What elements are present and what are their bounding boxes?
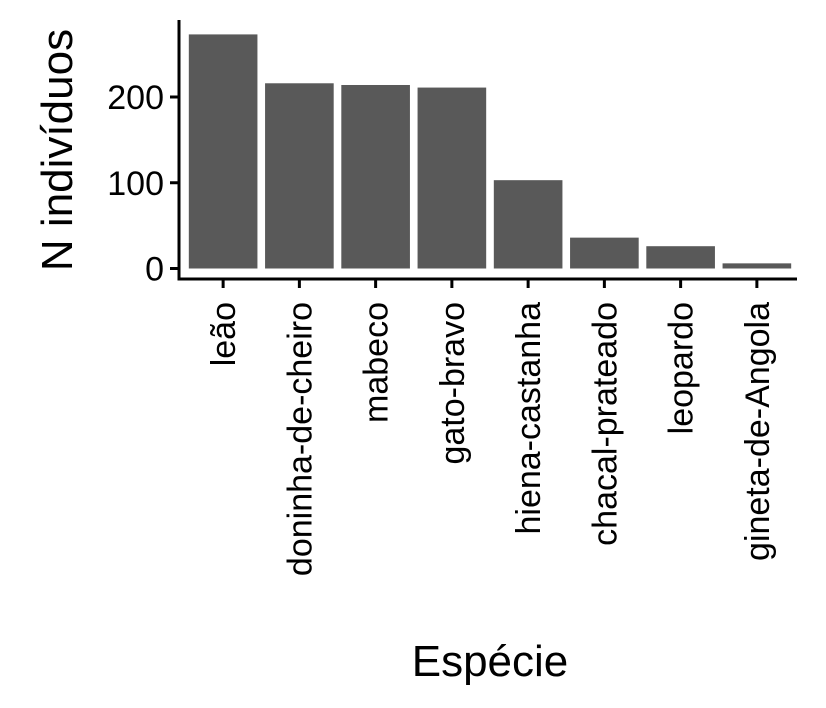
- bars-group: [188, 34, 792, 269]
- y-ticks-group: 0 100 200: [107, 79, 179, 289]
- bar-1: [265, 83, 334, 269]
- bar-6: [646, 246, 715, 269]
- x-tick-label-3: gato-bravo: [434, 302, 472, 465]
- y-tick-label-0: 0: [145, 251, 164, 289]
- y-tick-label-2: 200: [107, 79, 164, 117]
- x-tick-label-1: doninha-de-cheiro: [281, 302, 319, 576]
- x-tick-label-7: gineta-de-Angola: [739, 302, 777, 561]
- bar-2: [341, 84, 410, 269]
- x-tick-label-6: leopardo: [663, 302, 701, 434]
- bar-5: [570, 237, 639, 269]
- bar-4: [493, 180, 563, 269]
- x-tick-label-4: hiena-castanha: [510, 302, 548, 535]
- bar-0: [188, 34, 258, 269]
- x-ticks-group: leão doninha-de-cheiro mabeco gato-bravo hie…: [205, 279, 777, 576]
- bar-3: [417, 87, 487, 269]
- x-tick-label-0: leão: [205, 302, 243, 366]
- bar-7: [722, 263, 792, 269]
- y-axis-title: N indivíduos: [33, 29, 82, 271]
- x-axis-title: Espécie: [412, 637, 569, 686]
- y-tick-label-1: 100: [107, 165, 164, 203]
- x-tick-label-2: mabeco: [358, 302, 396, 423]
- x-tick-label-5: chacal-prateado: [586, 302, 624, 546]
